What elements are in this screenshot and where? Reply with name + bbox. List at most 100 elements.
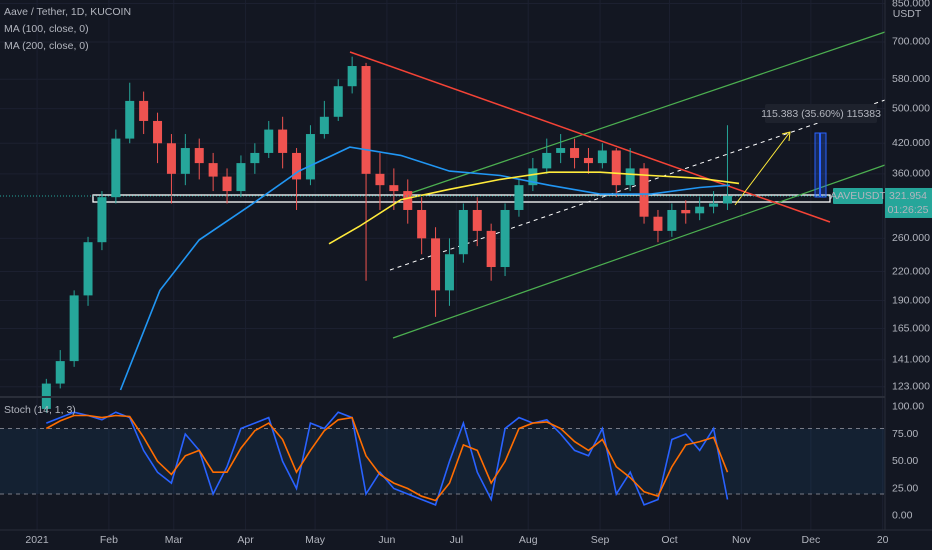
candle-body [153,120,163,144]
projection-arrow [734,131,791,206]
candle-body [166,143,176,174]
symbol-label: AAVEUSDT [830,190,886,202]
y-unit: USDT [893,8,922,20]
candle-body [250,152,260,164]
candle-body [444,254,454,291]
candle-body [500,209,510,268]
candle-body [486,230,496,268]
arrow-head [781,131,791,142]
x-tick-label: May [305,534,326,546]
price-tag [885,187,932,218]
stoch-line [45,414,729,502]
candle-body [458,209,468,255]
candle-body [722,195,732,204]
x-tick-label: Oct [661,534,677,546]
candle-body [194,148,204,164]
countdown-label: 01:26:25 [888,204,929,216]
x-tick-label: Jun [378,534,395,546]
candle-body [528,168,538,186]
y-tick-label: 360.000 [892,168,930,180]
candle-body [681,209,691,214]
candle-body [208,163,218,177]
candle-body [139,100,149,121]
x-tick-label: Apr [237,534,254,546]
y-tick-label: 165.000 [892,322,930,334]
x-tick-label: 20 [877,534,889,546]
y-tick-label: 141.000 [892,353,930,365]
candle-body [361,66,371,174]
candle-body [403,191,413,210]
measure-label: 115.383 (35.60%) 115383 [761,108,881,120]
legend-entry: MA (200, close, 0) [4,40,89,52]
x-tick-label: Feb [100,534,118,546]
candle-body [111,138,121,198]
candle-body [319,116,329,135]
candle-body [583,157,593,164]
stoch-tick-label: 25.00 [892,482,918,494]
candle-body [222,176,232,192]
candle-body [639,168,649,217]
y-tick-label: 220.000 [892,265,930,277]
grid [0,0,885,530]
y-tick-label: 850.000 [892,0,930,9]
candle-body [236,163,246,192]
candle-body [417,209,427,239]
candle-body [431,238,441,291]
y-tick-label: 190.000 [892,294,930,306]
stoch-title: Stoch (14, 1, 3) [4,404,76,416]
y-tick-label: 580.000 [892,73,930,85]
channel-upper [404,31,886,196]
candle-body [472,209,482,231]
candle-body [264,129,274,153]
candle-body [653,216,663,231]
stoch-tick-label: 50.00 [892,455,918,467]
candle-body [278,129,288,153]
ma-line [328,171,740,245]
x-tick-label: Jul [450,534,463,546]
candle-body [556,148,566,153]
y-tick-label: 260.000 [892,232,930,244]
candle-body [625,168,635,186]
x-tick-label: Nov [732,534,751,546]
candle-body [305,134,315,180]
y-tick-label: 123.000 [892,381,930,393]
candle-body [570,148,580,158]
candle-body [69,295,79,362]
candle-body [180,148,190,174]
y-tick-label: 500.000 [892,102,930,114]
candle-body [125,100,135,139]
candle-body [375,173,385,186]
resistance-line [349,51,831,223]
x-tick-label: Aug [519,534,538,546]
stoch-tick-label: 0.00 [892,510,913,522]
candle-body [347,66,357,87]
x-tick-label: Mar [165,534,184,546]
x-tick-label: Sep [591,534,610,546]
candle-body [292,152,302,180]
support-zone [92,194,831,203]
stoch-tick-label: 75.00 [892,428,918,440]
y-tick-label: 700.000 [892,36,930,48]
x-tick-label: Dec [802,534,821,546]
x-tick-label: 2021 [25,534,49,546]
measure-label-bg [765,104,877,123]
candle-body [389,185,399,192]
candle-body [542,152,552,169]
price-label: 321.954 [889,190,927,202]
y-tick-label: 420.000 [892,137,930,149]
candle-body [333,86,343,117]
candle-body [97,197,107,243]
stoch-line [46,411,729,506]
stoch-tick-label: 100.00 [892,401,924,413]
candle-body [514,185,524,210]
candle-body [83,242,93,296]
candle-body [597,150,607,164]
candle-body [667,209,677,231]
candle-body [611,150,621,186]
candle-body [695,206,705,214]
legend-entry: MA (100, close, 0) [4,23,89,35]
candle-body [709,203,719,207]
symbol-tag [833,187,883,204]
chart-title: Aave / Tether, 1D, KUCOIN [4,6,131,18]
